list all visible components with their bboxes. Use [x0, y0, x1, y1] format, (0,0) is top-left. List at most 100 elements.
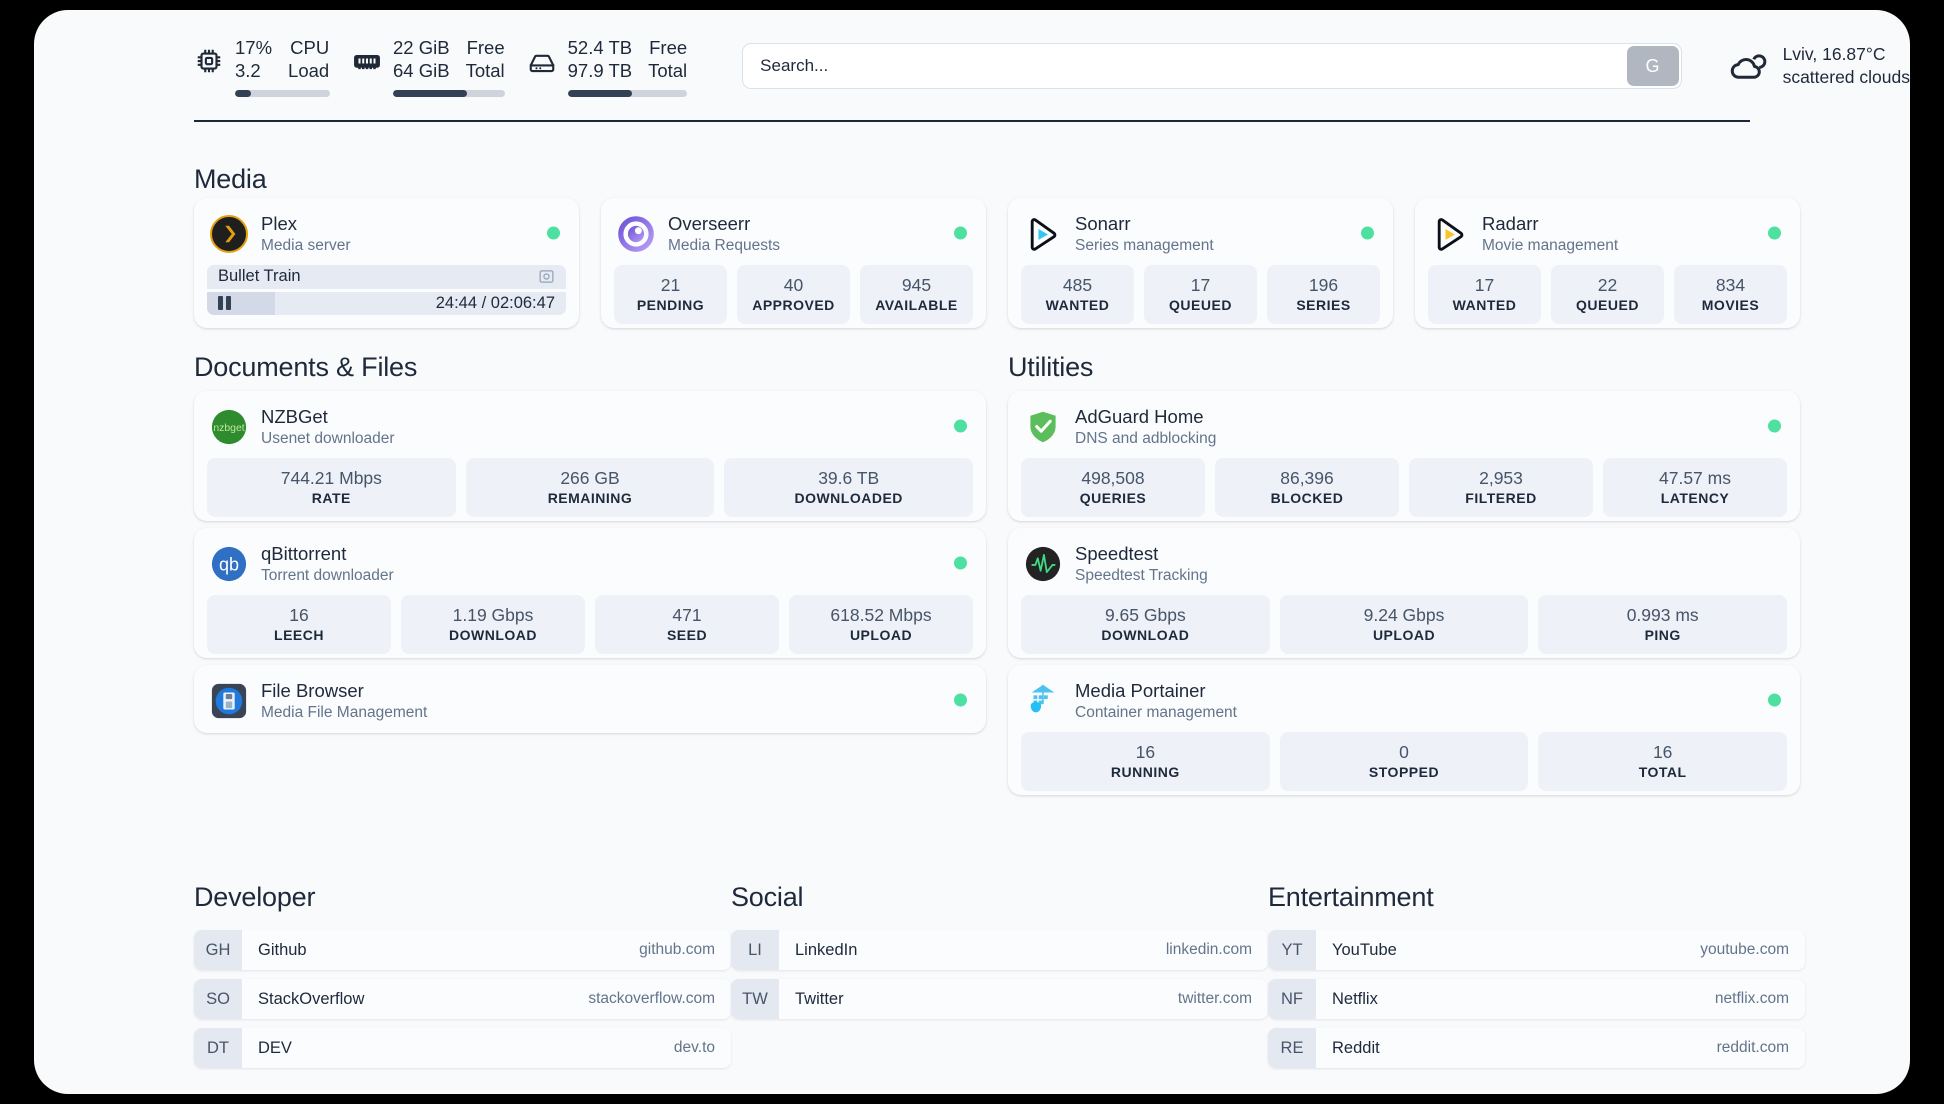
- stat-tile[interactable]: 834 MOVIES: [1674, 265, 1787, 324]
- bookmark-url: stackoverflow.com: [588, 990, 715, 1007]
- stat-tile[interactable]: 9.24 Gbps UPLOAD: [1279, 595, 1529, 654]
- card-file-browser[interactable]: File Browser Media File Management: [194, 665, 986, 733]
- card-speedtest[interactable]: Speedtest Speedtest Tracking 9.65 Gbps D…: [1008, 528, 1800, 658]
- search-input[interactable]: [743, 44, 1625, 88]
- tile-value: 9.65 Gbps: [1104, 605, 1186, 625]
- app-name: Radarr: [1482, 213, 1539, 234]
- stat-tile[interactable]: 945 AVAILABLE: [860, 265, 973, 324]
- status-badge: [954, 419, 967, 432]
- stat-tile[interactable]: 16 TOTAL: [1538, 732, 1788, 791]
- app-subtitle: Series management: [1075, 237, 1214, 254]
- stat-tile[interactable]: 16 LEECH: [207, 595, 391, 654]
- bookmark-url: dev.to: [673, 1039, 715, 1056]
- section-title-utilities: Utilities: [1008, 352, 1094, 382]
- tile-value: 16: [289, 605, 309, 625]
- tile-value: 16: [1652, 742, 1673, 762]
- status-badge: [1768, 226, 1781, 239]
- svg-text:qb: qb: [219, 555, 239, 575]
- cast-icon[interactable]: [538, 268, 555, 285]
- list-item[interactable]: NF Netflix netflix.com: [1268, 979, 1805, 1019]
- stat-tile[interactable]: 17 QUEUED: [1144, 265, 1257, 324]
- card-radarr[interactable]: Radarr Movie management 17 WANTED 22 QUE…: [1415, 198, 1800, 328]
- search-engine-button[interactable]: G: [1626, 46, 1679, 86]
- stat-tile[interactable]: 266 GB REMAINING: [465, 458, 715, 517]
- list-item[interactable]: TW Twitter twitter.com: [731, 979, 1268, 1019]
- tile-label: FILTERED: [1465, 490, 1537, 506]
- app-subtitle: Media Requests: [668, 237, 781, 254]
- plex-icon: [210, 215, 248, 253]
- tile-value: 40: [783, 275, 804, 295]
- card-header: File Browser Media File Management: [207, 677, 973, 722]
- status-badge: [547, 226, 560, 239]
- disk-free-value: 52.4 TB: [567, 36, 633, 58]
- app-name: AdGuard Home: [1075, 406, 1204, 427]
- stat-tile[interactable]: 40 APPROVED: [737, 265, 850, 324]
- tile-value: 834: [1715, 275, 1746, 295]
- stat-tile[interactable]: 0.993 ms PING: [1538, 595, 1788, 654]
- list-item[interactable]: LI LinkedIn linkedin.com: [731, 930, 1268, 970]
- tile-label: BLOCKED: [1270, 490, 1344, 506]
- stat-tile[interactable]: 16 RUNNING: [1021, 732, 1270, 791]
- memory-label-2: Total: [465, 59, 505, 81]
- tile-value: 744.21 Mbps: [280, 468, 382, 488]
- list-item[interactable]: YT YouTube youtube.com: [1268, 930, 1805, 970]
- card-header: Sonarr Series management: [1021, 210, 1380, 255]
- tile-value: 22: [1597, 275, 1618, 295]
- speedtest-icon: [1024, 545, 1062, 583]
- list-item[interactable]: DT DEV dev.to: [194, 1028, 731, 1068]
- list-item[interactable]: RE Reddit reddit.com: [1268, 1028, 1805, 1068]
- bookmark-group-social: Social LI LinkedIn linkedin.com TW Twitt…: [731, 882, 1268, 1028]
- stat-tile[interactable]: 618.52 Mbps UPLOAD: [789, 595, 973, 654]
- stat-tiles: 17 WANTED 22 QUEUED 834 MOVIES: [1428, 265, 1787, 324]
- card-adguard-home[interactable]: AdGuard Home DNS and adblocking 498,508 …: [1008, 391, 1800, 521]
- file-browser-icon: [210, 682, 248, 720]
- stat-tile[interactable]: 21 PENDING: [614, 265, 727, 324]
- stat-tile[interactable]: 9.65 Gbps DOWNLOAD: [1021, 595, 1270, 654]
- bookmark-name: Netflix: [1332, 989, 1378, 1008]
- stat-tile[interactable]: 0 STOPPED: [1279, 732, 1529, 791]
- tile-value: 945: [901, 275, 932, 295]
- list-item[interactable]: GH Github github.com: [194, 930, 731, 970]
- stat-tile[interactable]: 744.21 Mbps RATE: [207, 458, 456, 517]
- tile-value: 498,508: [1081, 468, 1145, 488]
- tile-label: PENDING: [636, 297, 705, 313]
- bookmark-name: LinkedIn: [795, 940, 858, 959]
- disk-usage-bar: [567, 89, 688, 97]
- pause-icon[interactable]: [218, 296, 231, 311]
- tile-value: 16: [1135, 742, 1156, 762]
- card-plex[interactable]: Plex Media server Bullet Train 24:44 / 0…: [194, 198, 579, 328]
- tile-label: QUERIES: [1079, 490, 1147, 506]
- card-media-portainer[interactable]: Media Portainer Container management 16 …: [1008, 665, 1800, 795]
- now-playing-progress[interactable]: 24:44 / 02:06:47: [207, 291, 566, 315]
- card-overseerr[interactable]: Overseerr Media Requests 21 PENDING 40 A…: [601, 198, 986, 328]
- card-sonarr[interactable]: Sonarr Series management 485 WANTED 17 Q…: [1008, 198, 1393, 328]
- list-item[interactable]: SO StackOverflow stackoverflow.com: [194, 979, 731, 1019]
- card-nzbget[interactable]: nzbget NZBGet Usenet downloader 744.21 M…: [194, 391, 986, 521]
- stat-tiles: 21 PENDING 40 APPROVED 945 AVAILABLE: [614, 265, 973, 324]
- bookmark-url: github.com: [639, 941, 715, 958]
- nzbget-icon: nzbget: [210, 408, 248, 446]
- cpu-usage-bar: [235, 89, 330, 97]
- stat-tile[interactable]: 39.6 TB DOWNLOADED: [724, 458, 974, 517]
- stat-tile[interactable]: 498,508 QUERIES: [1021, 458, 1205, 517]
- bookmark-abbr: GH: [194, 930, 242, 970]
- weather-widget[interactable]: Lviv, 16.87°C scattered clouds: [1727, 43, 1910, 89]
- app-name: File Browser: [261, 680, 364, 701]
- stat-tile[interactable]: 22 QUEUED: [1551, 265, 1664, 324]
- stat-tile[interactable]: 1.19 Gbps DOWNLOAD: [401, 595, 585, 654]
- stat-tile[interactable]: 196 SERIES: [1267, 265, 1380, 324]
- bookmark-abbr: DT: [194, 1028, 242, 1068]
- stat-tile[interactable]: 485 WANTED: [1021, 265, 1134, 324]
- stat-tile[interactable]: 47.57 ms LATENCY: [1603, 458, 1787, 517]
- stat-tile[interactable]: 471 SEED: [595, 595, 779, 654]
- stat-tile[interactable]: 86,396 BLOCKED: [1215, 458, 1399, 517]
- stat-tile[interactable]: 17 WANTED: [1428, 265, 1541, 324]
- qbittorrent-icon: qb: [210, 545, 248, 583]
- bookmark-abbr: TW: [731, 979, 779, 1019]
- tile-label: STOPPED: [1368, 764, 1440, 780]
- stat-tiles: 498,508 QUERIES 86,396 BLOCKED 2,953 FIL…: [1021, 458, 1787, 517]
- stat-tile[interactable]: 2,953 FILTERED: [1409, 458, 1593, 517]
- app-name: Overseerr: [668, 213, 751, 234]
- search-bar[interactable]: G: [742, 43, 1682, 89]
- card-qbittorrent[interactable]: qb qBittorrent Torrent downloader 16 LEE…: [194, 528, 986, 658]
